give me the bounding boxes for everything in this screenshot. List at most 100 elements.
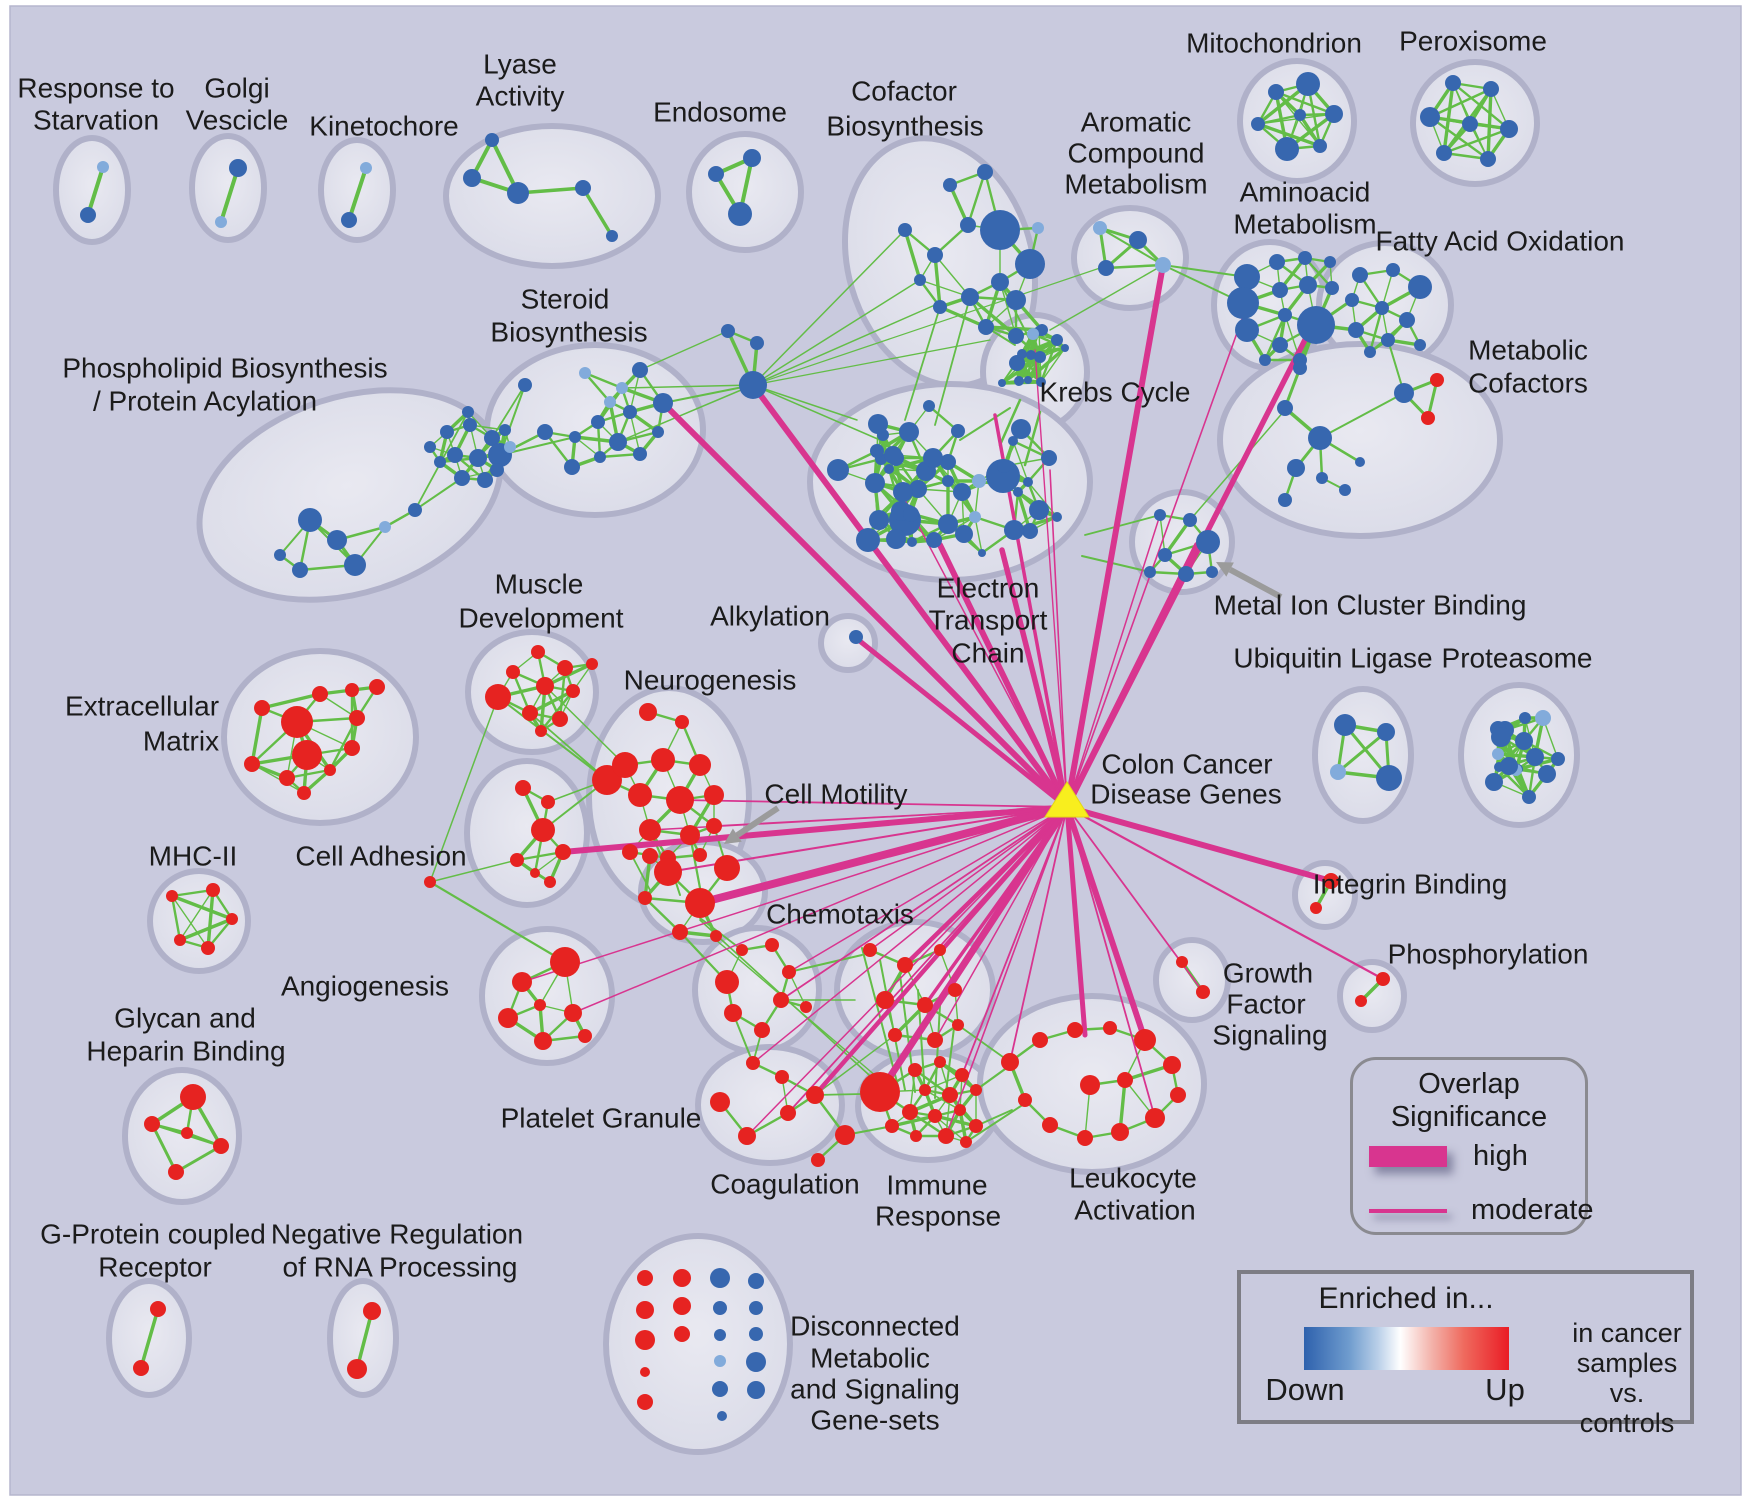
gene-set-node — [927, 247, 943, 263]
gene-set-node — [782, 965, 796, 979]
overlap-edge — [179, 889, 214, 941]
gene-set-node — [747, 1381, 765, 1399]
overlap-edge — [752, 304, 936, 386]
overlap-edge — [788, 954, 863, 973]
label-cofactor-biosynthesis: Cofactor — [851, 75, 957, 106]
gene-set-node — [986, 459, 1020, 493]
gene-set-node — [623, 405, 637, 419]
colon-cancer-disease-genes-node — [1044, 781, 1090, 818]
gene-set-node — [1272, 337, 1288, 353]
gene-set-node — [960, 217, 976, 233]
overlap-edge — [1099, 227, 1164, 266]
significance-edge — [1065, 805, 1385, 981]
gene-set-node — [530, 868, 540, 878]
overlap-edge — [662, 384, 754, 404]
overlap-edge — [904, 306, 941, 421]
gene-set-node — [1098, 260, 1114, 276]
gene-set-node — [1080, 1075, 1100, 1095]
label-proteasome: Proteasome — [1442, 642, 1593, 673]
gene-set-node — [1313, 139, 1327, 153]
gene-set-node — [1234, 264, 1260, 290]
gene-set-node — [616, 382, 628, 394]
gene-set-node — [174, 934, 186, 946]
gene-set-node — [1196, 530, 1220, 554]
gene-set-node — [1339, 484, 1351, 496]
gene-set-node — [743, 149, 761, 167]
gene-set-node — [1298, 251, 1312, 265]
gene-set-node — [893, 482, 913, 502]
cell-motility-arrow — [735, 805, 780, 838]
overlap-edge — [178, 917, 234, 942]
cluster-lyase-activity — [443, 123, 661, 269]
gene-set-node — [1462, 116, 1478, 132]
gene-set-node — [888, 1028, 902, 1042]
significance-edge — [945, 806, 1068, 1137]
label-colon-cancer-disease-genes: Colon Cancer — [1101, 748, 1272, 779]
gene-set-node — [312, 686, 328, 702]
overlap-edge — [752, 384, 881, 441]
overlap-edge — [998, 398, 1022, 447]
gene-set-node — [201, 941, 215, 955]
gene-set-node — [324, 764, 336, 776]
gene-set-node — [997, 459, 1011, 473]
gene-set-node — [708, 166, 724, 182]
gene-set-node — [206, 883, 220, 897]
gene-set-node — [909, 480, 927, 498]
gene-set-node — [507, 182, 529, 204]
gene-set-node — [564, 459, 580, 475]
gene-set-node — [637, 1270, 653, 1286]
label-chemotaxis: Chemotaxis — [766, 898, 914, 929]
gene-set-node — [440, 425, 454, 439]
gene-set-node — [1178, 566, 1194, 582]
label-aminoacid-metabolism: Metabolism — [1233, 208, 1376, 239]
gene-set-node — [1522, 790, 1536, 804]
gene-set-node — [886, 529, 906, 549]
overlap-edge — [86, 165, 105, 217]
gene-set-node — [780, 1105, 796, 1121]
label-mhc-ii: MHC-II — [149, 840, 238, 871]
label-response-to-starvation: Starvation — [33, 104, 159, 135]
overlap-edge — [861, 947, 899, 1087]
gene-set-node — [978, 319, 994, 335]
gene-set-node — [724, 1004, 742, 1022]
overlap-edge — [1026, 346, 1067, 382]
gene-set-node — [1294, 109, 1306, 121]
overlap-edge — [260, 692, 322, 710]
significance-edge — [560, 804, 1070, 855]
overlap-edge — [150, 1122, 178, 1174]
cluster-growth-factor-signaling — [1153, 937, 1231, 1023]
overlap-edge — [639, 330, 729, 371]
gene-set-node — [166, 890, 178, 902]
gene-set-node — [531, 818, 555, 842]
gene-set-node — [1376, 972, 1390, 986]
gene-set-node — [736, 944, 748, 956]
label-kinetochore: Kinetochore — [309, 110, 458, 141]
cell-motility-arrow-head — [724, 828, 742, 844]
gene-set-node — [1041, 450, 1057, 466]
gene-set-node — [1008, 436, 1018, 446]
overlap-edge — [1023, 410, 1042, 467]
gene-set-node — [1027, 328, 1039, 340]
label-colon-cancer-disease-genes: Disease Genes — [1090, 778, 1281, 809]
gene-set-node — [856, 528, 880, 552]
gene-set-node — [1330, 764, 1346, 780]
gene-set-node — [181, 1127, 193, 1139]
gene-set-node — [637, 1394, 653, 1410]
label-metabolic-cofactors: Cofactors — [1468, 367, 1588, 398]
gene-set-node — [1394, 383, 1414, 403]
gene-set-node — [953, 483, 971, 501]
gene-set-node — [689, 754, 711, 776]
significance-edge — [853, 635, 1070, 810]
label-disconnected-gene-sets: Disconnected — [790, 1310, 960, 1341]
overlap-edge — [544, 685, 626, 766]
gene-set-node — [612, 752, 638, 778]
label-golgi-vescicle: Vescicle — [186, 104, 289, 135]
overlap-edge — [581, 186, 614, 238]
gene-set-node — [897, 957, 913, 973]
gene-set-node — [379, 521, 391, 533]
significance-edge — [1066, 304, 1248, 808]
gene-set-node — [910, 1130, 922, 1142]
gene-set-node — [704, 785, 724, 805]
label-phosphorylation: Phosphorylation — [1388, 938, 1589, 969]
gene-set-node — [715, 970, 739, 994]
